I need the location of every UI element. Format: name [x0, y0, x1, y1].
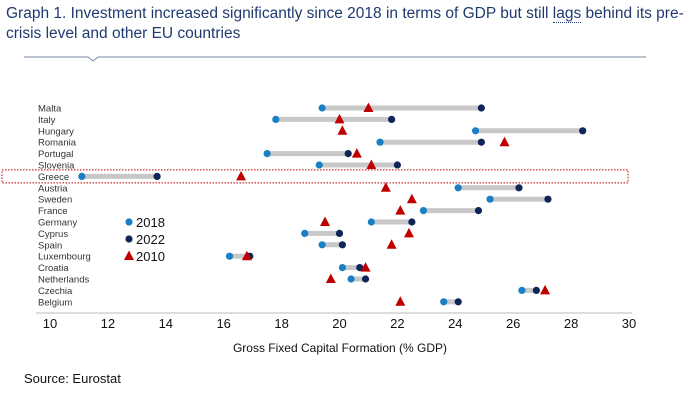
point-2018 — [225, 252, 234, 260]
x-tick-label: 20 — [332, 316, 346, 331]
legend-label: 2018 — [136, 215, 165, 230]
point-2010 — [403, 227, 414, 238]
point-2018 — [263, 150, 271, 158]
category-label: Luxembourg — [38, 252, 91, 263]
category-label: Romania — [38, 138, 77, 149]
point-2022 — [477, 138, 485, 146]
category-label: Hungary — [38, 126, 74, 137]
point-2010 — [395, 296, 406, 306]
highlight-box — [1, 169, 629, 184]
chart-title: Graph 1. Investment increased significan… — [6, 4, 686, 44]
point-2022 — [393, 161, 401, 169]
point-2010 — [540, 284, 551, 295]
point-2018 — [318, 241, 326, 249]
category-label: Croatia — [38, 263, 69, 274]
point-2022 — [335, 229, 344, 237]
legend-marker-2022 — [125, 235, 133, 243]
point-2022 — [474, 207, 483, 215]
category-label: Austria — [38, 183, 68, 194]
point-2018 — [78, 172, 86, 180]
point-2022 — [338, 241, 346, 249]
category-label: Slovenia — [38, 161, 75, 172]
category-label: Netherlands — [38, 275, 89, 286]
point-2018 — [471, 127, 480, 135]
category-label: Spain — [38, 240, 62, 251]
x-tick-label: 12 — [101, 316, 115, 331]
x-tick-label: 26 — [506, 316, 520, 331]
point-2022 — [153, 172, 161, 180]
point-2018 — [454, 184, 462, 192]
legend-label: 2010 — [136, 249, 165, 264]
point-2022 — [361, 275, 370, 283]
point-2022 — [408, 218, 416, 226]
category-label: Malta — [38, 104, 62, 115]
point-2010 — [360, 262, 371, 272]
point-2010 — [395, 205, 406, 215]
title-dotted-word[interactable]: lags — [552, 5, 582, 23]
point-2018 — [518, 286, 526, 294]
category-label: Czechia — [38, 286, 73, 297]
x-tick-label: 30 — [622, 316, 636, 331]
legend-marker-2018 — [125, 218, 133, 226]
point-2018 — [440, 298, 448, 306]
point-2010 — [406, 193, 417, 204]
point-2018 — [272, 115, 280, 123]
x-tick-label: 16 — [216, 316, 230, 331]
point-2022 — [515, 184, 523, 192]
point-2010 — [499, 136, 510, 147]
x-tick-label: 14 — [159, 316, 173, 331]
point-2010 — [380, 182, 391, 192]
title-text: Graph 1. Investment increased significan… — [6, 5, 553, 22]
point-2010 — [236, 170, 247, 181]
point-2010 — [320, 216, 331, 226]
point-2022 — [532, 286, 540, 294]
point-2018 — [367, 218, 375, 226]
point-2022 — [579, 127, 587, 135]
category-label: Italy — [38, 115, 56, 126]
point-2018 — [315, 161, 323, 169]
point-2022 — [344, 150, 352, 158]
x-tick-label: 10 — [43, 316, 57, 331]
title-text-end: behind its pre-crisis level and other EU… — [6, 5, 684, 42]
point-2022 — [454, 298, 462, 306]
point-2018 — [301, 229, 309, 237]
source-note: Source: Eurostat — [24, 371, 121, 386]
point-2010 — [337, 125, 348, 135]
point-2022 — [356, 264, 364, 272]
point-2018 — [318, 104, 326, 112]
point-2018 — [338, 264, 346, 272]
point-2010 — [366, 159, 377, 169]
x-tick-label: 22 — [390, 316, 404, 331]
point-2010 — [241, 250, 252, 261]
category-label: Portugal — [38, 149, 73, 160]
x-tick-label: 24 — [448, 316, 462, 331]
point-2022 — [388, 115, 396, 123]
point-2022 — [544, 195, 552, 203]
point-2010 — [325, 273, 336, 283]
point-2022 — [477, 104, 485, 112]
x-tick-label: 28 — [564, 316, 578, 331]
point-2018 — [376, 138, 384, 146]
legend-label: 2022 — [136, 232, 165, 247]
point-2018 — [419, 207, 428, 215]
x-axis-title: Gross Fixed Capital Formation (% GDP) — [233, 341, 447, 355]
category-label: Cyprus — [38, 229, 68, 240]
category-label: Greece — [38, 172, 69, 183]
point-2010 — [334, 113, 345, 124]
point-2010 — [363, 102, 374, 112]
category-label: Sweden — [38, 195, 72, 206]
category-label: Belgium — [38, 297, 72, 308]
title-separator — [24, 56, 646, 62]
point-2018 — [347, 275, 355, 283]
category-label: France — [38, 206, 68, 217]
point-2010 — [351, 148, 362, 158]
category-label: Germany — [38, 218, 77, 229]
x-tick-label: 18 — [274, 316, 288, 331]
point-2018 — [486, 195, 494, 203]
point-2010 — [386, 239, 397, 249]
legend-marker-2010 — [124, 250, 134, 260]
